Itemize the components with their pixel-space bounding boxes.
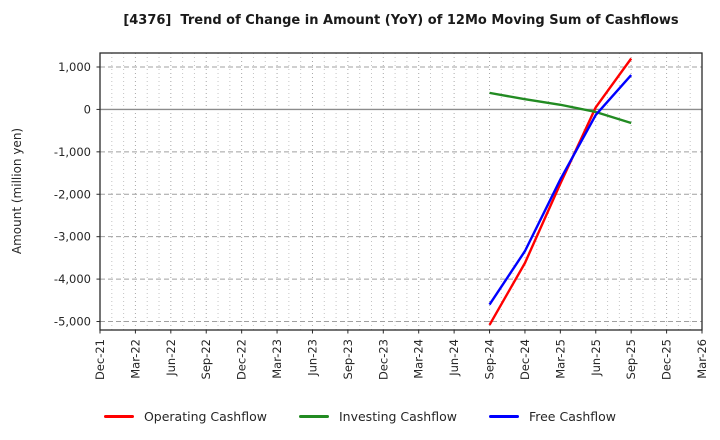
legend-item-investing-cashflow: Investing Cashflow bbox=[298, 408, 457, 424]
legend-label-investing: Investing Cashflow bbox=[338, 408, 457, 424]
legend-label-free: Free Cashflow bbox=[528, 408, 617, 424]
svg-text:Mar-23: Mar-23 bbox=[270, 339, 284, 379]
svg-text:-1,000: -1,000 bbox=[54, 145, 91, 159]
svg-text:-5,000: -5,000 bbox=[54, 315, 91, 329]
series-line-investing-cashflow bbox=[489, 91, 632, 125]
svg-text:Mar-26: Mar-26 bbox=[695, 339, 709, 379]
svg-text:Jun-24: Jun-24 bbox=[447, 339, 461, 377]
svg-text:1,000: 1,000 bbox=[58, 60, 91, 74]
series-line-free-cashflow bbox=[488, 74, 633, 306]
svg-text:Jun-22: Jun-22 bbox=[164, 339, 178, 377]
svg-text:Dec-22: Dec-22 bbox=[235, 339, 249, 380]
chart-legend: Operating Cashflow Investing Cashflow Fr… bbox=[30, 403, 690, 429]
svg-text:-3,000: -3,000 bbox=[54, 230, 91, 244]
svg-text:Dec-24: Dec-24 bbox=[518, 339, 532, 380]
x-axis-tick-labels: Dec-21 Mar-22 Jun-22 Sep-22 Dec-22 Mar-23 Jun-… bbox=[93, 330, 709, 380]
legend-swatch-operating-red-line bbox=[103, 414, 134, 418]
svg-text:Mar-22: Mar-22 bbox=[128, 339, 142, 379]
chart-title: [4376] Trend of Change in Amount (YoY) o… bbox=[123, 13, 679, 28]
svg-text:-4,000: -4,000 bbox=[54, 272, 91, 286]
svg-text:Sep-24: Sep-24 bbox=[483, 339, 497, 379]
svg-text:Mar-24: Mar-24 bbox=[412, 339, 426, 379]
svg-text:Dec-25: Dec-25 bbox=[660, 339, 674, 380]
svg-text:-2,000: -2,000 bbox=[54, 187, 91, 201]
y-axis-tick-labels: 1,000 0 -1,000 -2,000 -3,000 -4,000 -5,000 bbox=[54, 60, 100, 329]
svg-text:Dec-21: Dec-21 bbox=[93, 339, 107, 380]
legend-item-operating-cashflow: Operating Cashflow bbox=[103, 408, 267, 424]
svg-text:Dec-23: Dec-23 bbox=[376, 339, 390, 380]
series-line-operating-cashflow bbox=[488, 57, 633, 326]
legend-swatch-investing-green-line bbox=[298, 414, 329, 418]
svg-text:Jun-23: Jun-23 bbox=[305, 339, 319, 377]
svg-text:Sep-25: Sep-25 bbox=[624, 339, 638, 379]
legend-swatch-free-blue-line bbox=[488, 414, 519, 418]
svg-text:0: 0 bbox=[84, 102, 91, 116]
svg-text:Sep-23: Sep-23 bbox=[341, 339, 355, 379]
svg-text:Sep-22: Sep-22 bbox=[199, 339, 213, 379]
legend-label-operating: Operating Cashflow bbox=[143, 408, 267, 424]
svg-text:Mar-25: Mar-25 bbox=[553, 339, 567, 379]
svg-text:Jun-25: Jun-25 bbox=[589, 339, 603, 377]
legend-item-free-cashflow: Free Cashflow bbox=[488, 408, 617, 424]
gridlines bbox=[100, 53, 702, 330]
plot-border bbox=[99, 52, 703, 331]
